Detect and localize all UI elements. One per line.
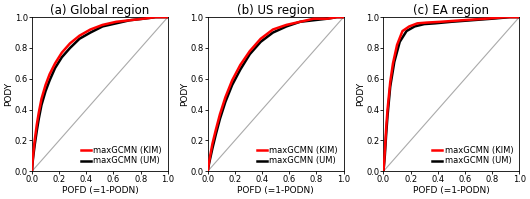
- Y-axis label: PODY: PODY: [4, 82, 13, 106]
- X-axis label: POFD (=1-PODN): POFD (=1-PODN): [413, 186, 490, 195]
- Title: (c) EA region: (c) EA region: [413, 4, 489, 17]
- Legend: maxGCMN (KIM), maxGCMN (UM): maxGCMN (KIM), maxGCMN (UM): [431, 144, 515, 167]
- Legend: maxGCMN (KIM), maxGCMN (UM): maxGCMN (KIM), maxGCMN (UM): [79, 144, 164, 167]
- Title: (a) Global region: (a) Global region: [50, 4, 149, 17]
- Y-axis label: PODY: PODY: [356, 82, 365, 106]
- X-axis label: POFD (=1-PODN): POFD (=1-PODN): [237, 186, 314, 195]
- Y-axis label: PODY: PODY: [180, 82, 189, 106]
- Title: (b) US region: (b) US region: [237, 4, 314, 17]
- Legend: maxGCMN (KIM), maxGCMN (UM): maxGCMN (KIM), maxGCMN (UM): [255, 144, 339, 167]
- X-axis label: POFD (=1-PODN): POFD (=1-PODN): [61, 186, 138, 195]
